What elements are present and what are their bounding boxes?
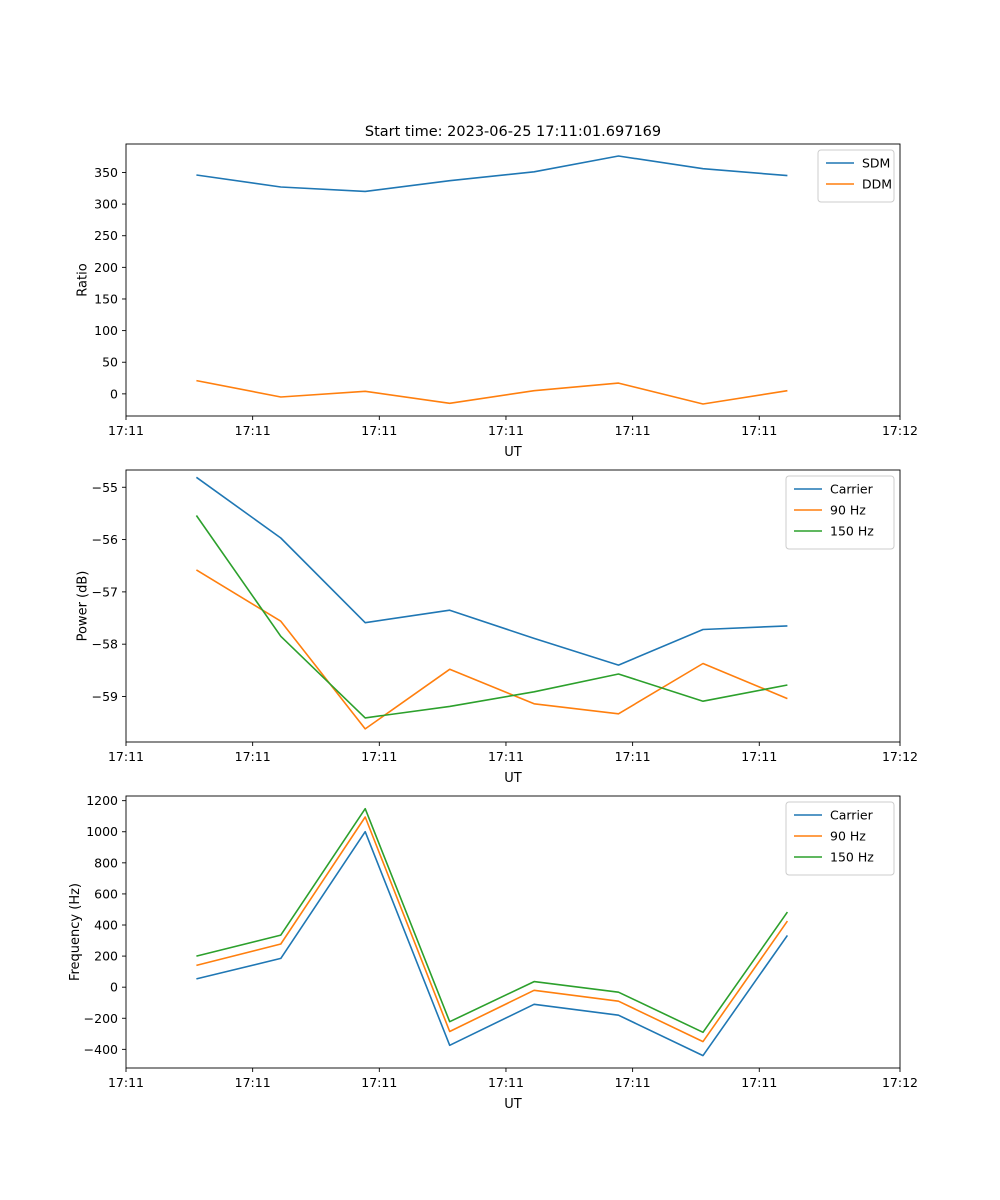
- y-tick-label: 1000: [86, 824, 118, 839]
- y-tick-label: 1200: [86, 793, 118, 808]
- y-axis-label: Power (dB): [76, 571, 91, 642]
- series-line-carrier: [196, 830, 789, 1057]
- y-tick-label: −55: [92, 480, 118, 495]
- x-tick-label: 17:11: [235, 423, 271, 438]
- y-tick-label: −200: [84, 1011, 118, 1026]
- legend-label: SDM: [862, 156, 890, 171]
- y-tick-label: 200: [94, 949, 118, 964]
- y-tick-label: −59: [92, 689, 118, 704]
- series-line-sdm: [196, 155, 788, 193]
- y-tick-label: 0: [110, 980, 118, 995]
- y-tick-label: 150: [94, 291, 118, 306]
- y-tick-label: −56: [92, 532, 118, 547]
- legend-label: 150 Hz: [830, 524, 874, 539]
- x-tick-label: 17:11: [235, 749, 271, 764]
- y-tick-label: 350: [94, 165, 118, 180]
- y-tick-label: 400: [94, 918, 118, 933]
- legend: SDM DDM: [817, 149, 895, 203]
- series-group: [196, 807, 789, 1057]
- x-tick-label: 17:12: [882, 749, 918, 764]
- y-tick-label: 50: [102, 355, 118, 370]
- chart-panel-2: 17:11 17:11 17:11 17:11 17:11 17:11 17:12 UT −55…: [76, 469, 918, 786]
- y-tick-label: 600: [94, 886, 118, 901]
- x-tick-label: 17:11: [361, 749, 397, 764]
- chart-panel-1: 17:11 17:11 17:11 17:11 17:11 17:11 17:12 UT 0 50…: [76, 143, 918, 460]
- series-line-90-hz: [195, 569, 788, 730]
- series-line-ddm: [196, 379, 788, 405]
- x-tick-label: 17:11: [361, 1075, 397, 1090]
- legend-label: Carrier: [830, 482, 874, 497]
- y-tick-label: 0: [110, 386, 118, 401]
- figure-title: Start time: 2023-06-25 17:11:01.697169: [365, 124, 661, 140]
- x-axis-label: UT: [504, 445, 522, 460]
- x-tick-label: 17:11: [741, 1075, 777, 1090]
- x-tick-label: 17:11: [488, 749, 524, 764]
- x-tick-label: 17:11: [615, 749, 651, 764]
- legend-label: 90 Hz: [830, 829, 866, 844]
- legend-label: Carrier: [830, 808, 874, 823]
- y-axis-label: Frequency (Hz): [68, 883, 83, 981]
- x-axis-label: UT: [504, 1097, 522, 1112]
- y-tick-label: 200: [94, 260, 118, 275]
- y-tick-label: 800: [94, 855, 118, 870]
- x-tick-label: 17:11: [741, 749, 777, 764]
- x-tick-label: 17:11: [615, 423, 651, 438]
- x-tick-label: 17:11: [488, 1075, 524, 1090]
- x-axis: 17:11 17:11 17:11 17:11 17:11 17:11 17:12 UT: [108, 1068, 918, 1112]
- y-tick-label: 300: [94, 197, 118, 212]
- y-axis: −55 −56 −57 −58 −59 Power (dB): [76, 480, 126, 704]
- x-tick-label: 17:12: [882, 423, 918, 438]
- chart-panels: 17:11 17:11 17:11 17:11 17:11 17:11 17:12 UT 0 50…: [68, 143, 918, 1112]
- legend-label: 150 Hz: [830, 850, 874, 865]
- x-tick-label: 17:12: [882, 1075, 918, 1090]
- y-tick-label: 250: [94, 228, 118, 243]
- series-group: [196, 155, 788, 405]
- x-tick-label: 17:11: [615, 1075, 651, 1090]
- y-tick-label: −57: [92, 584, 118, 599]
- x-tick-label: 17:11: [235, 1075, 271, 1090]
- chart-panel-3: 17:11 17:11 17:11 17:11 17:11 17:11 17:12 UT 120…: [68, 793, 918, 1112]
- legend: Carrier 90 Hz 150 Hz: [785, 475, 895, 550]
- legend-label: DDM: [862, 177, 892, 192]
- x-axis: 17:11 17:11 17:11 17:11 17:11 17:11 17:12 UT: [108, 742, 918, 786]
- series-group: [195, 476, 788, 730]
- y-axis-label: Ratio: [76, 263, 91, 296]
- x-tick-label: 17:11: [108, 1075, 144, 1090]
- legend-label: 90 Hz: [830, 503, 866, 518]
- y-axis: 0 50 100 150 200 250 300 350 Ratio: [76, 165, 126, 401]
- y-tick-label: −58: [92, 637, 118, 652]
- x-tick-label: 17:11: [108, 749, 144, 764]
- series-line-90-hz: [196, 816, 789, 1043]
- series-line-carrier: [195, 476, 788, 666]
- y-tick-label: 100: [94, 323, 118, 338]
- x-axis-label: UT: [504, 771, 522, 786]
- axes-frame: [125, 795, 901, 1069]
- series-line-150-hz: [196, 807, 789, 1034]
- x-tick-label: 17:11: [361, 423, 397, 438]
- legend: Carrier 90 Hz 150 Hz: [785, 801, 895, 876]
- x-tick-label: 17:11: [741, 423, 777, 438]
- x-tick-label: 17:11: [108, 423, 144, 438]
- x-tick-label: 17:11: [488, 423, 524, 438]
- x-axis: 17:11 17:11 17:11 17:11 17:11 17:11 17:12 UT: [108, 416, 918, 460]
- y-tick-label: −400: [84, 1042, 118, 1057]
- y-axis: 1200 1000 800 600 400 200 0 −200 −400 Frequency (…: [68, 793, 126, 1057]
- axes-frame: [125, 143, 901, 417]
- axes-frame: [125, 469, 901, 743]
- series-line-150-hz: [195, 515, 788, 719]
